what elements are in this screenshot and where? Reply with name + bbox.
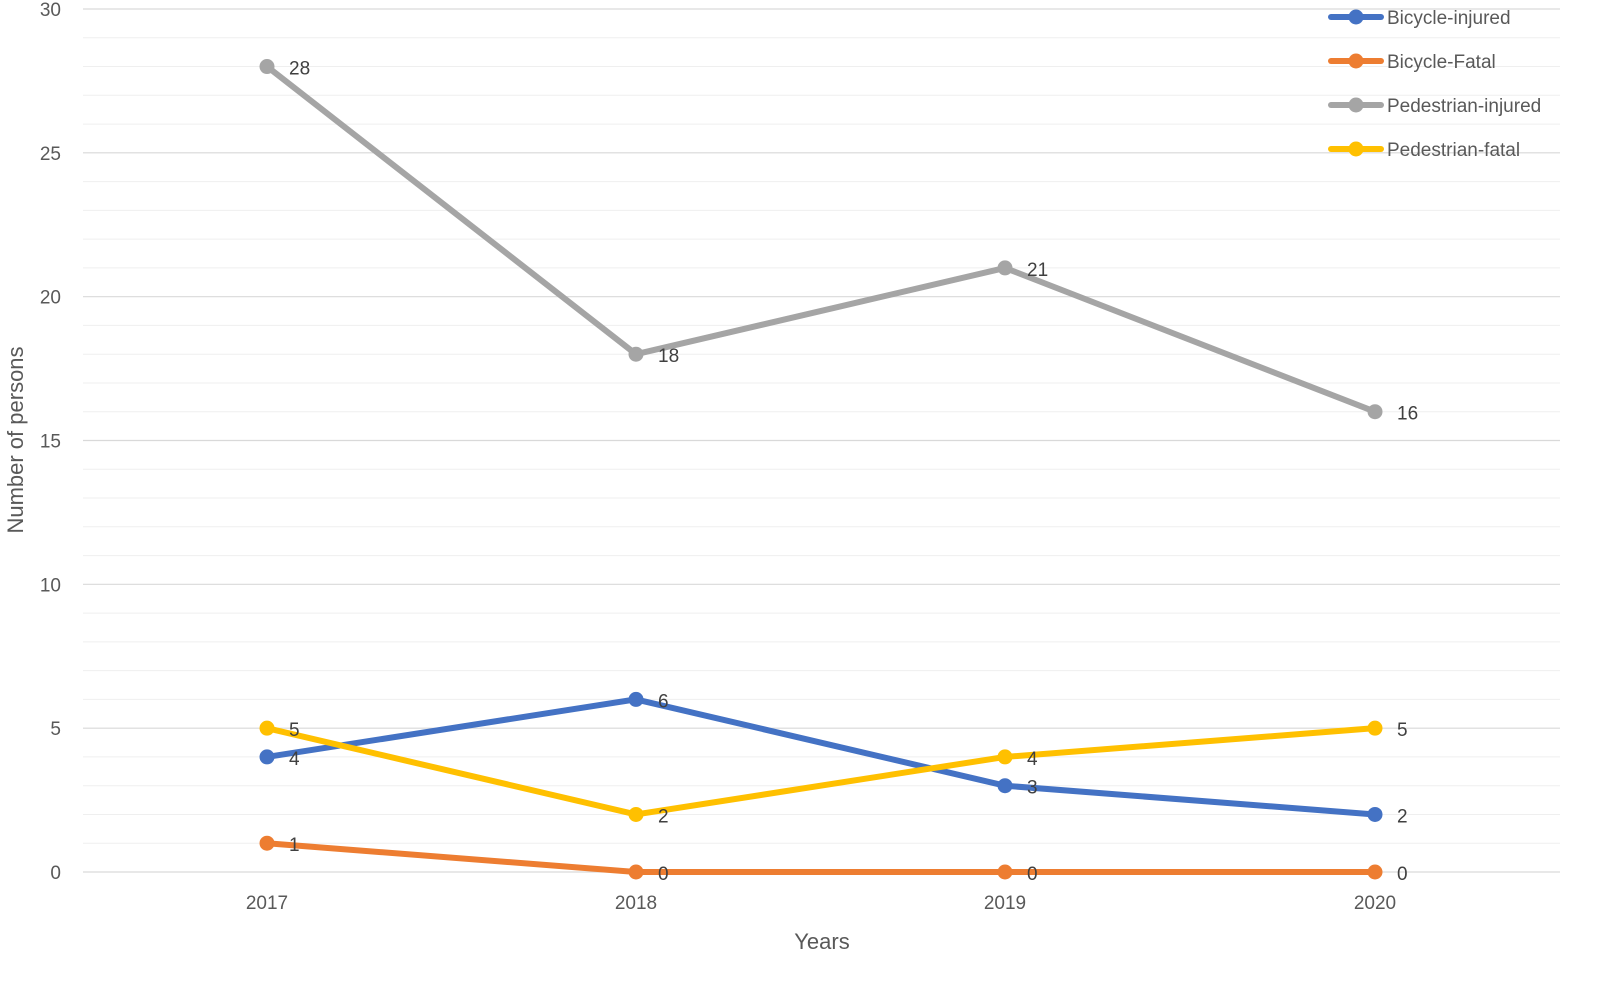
data-point-bicycle-injured <box>1367 806 1383 822</box>
data-label-bicycle-injured: 4 <box>289 749 300 770</box>
data-point-bicycle-fatal <box>259 835 275 851</box>
data-point-pedestrian-injured <box>1367 404 1383 420</box>
x-axis-title: Years <box>794 929 849 954</box>
y-tick-label: 5 <box>50 719 61 740</box>
legend-item-pedestrian-injured: Pedestrian-injured <box>1328 96 1541 117</box>
data-label-pedestrian-fatal: 5 <box>1397 720 1408 741</box>
data-label-bicycle-injured: 2 <box>1397 806 1408 827</box>
data-label-pedestrian-fatal: 2 <box>658 806 669 827</box>
data-point-pedestrian-fatal <box>1367 720 1383 736</box>
legend-label: Pedestrian-injured <box>1387 96 1541 117</box>
data-label-pedestrian-injured: 21 <box>1027 260 1048 281</box>
data-label-pedestrian-injured: 16 <box>1397 404 1418 425</box>
data-point-bicycle-fatal <box>997 864 1013 880</box>
series-line-bicycle-fatal <box>264 840 1378 875</box>
legend-swatch-marker <box>1348 97 1364 113</box>
data-label-bicycle-injured: 6 <box>658 691 669 712</box>
y-axis-title: Number of persons <box>3 346 28 533</box>
data-label-pedestrian-fatal: 4 <box>1027 749 1038 770</box>
legend-swatch-marker <box>1348 53 1364 69</box>
data-point-bicycle-fatal <box>1367 864 1383 880</box>
data-point-pedestrian-fatal <box>259 720 275 736</box>
data-point-bicycle-injured <box>628 691 644 707</box>
y-tick-label: 30 <box>40 0 61 21</box>
x-tick-label: 2019 <box>984 893 1026 914</box>
y-tick-label: 25 <box>40 144 61 165</box>
legend: Bicycle-injured Bicycle-Fatal Pedestrian-i… <box>1328 8 1541 161</box>
y-tick-label: 10 <box>40 575 61 596</box>
legend-item-pedestrian-fatal: Pedestrian-fatal <box>1328 140 1520 161</box>
series-lines <box>259 59 1383 880</box>
y-axis-tick-labels: 0 5 10 15 20 25 30 <box>40 0 61 884</box>
legend-swatch-marker <box>1348 9 1364 25</box>
y-tick-label: 20 <box>40 288 61 309</box>
data-point-pedestrian-injured <box>997 260 1013 276</box>
legend-swatch-marker <box>1348 141 1364 157</box>
legend-label: Bicycle-Fatal <box>1387 52 1496 73</box>
data-point-bicycle-injured <box>997 778 1013 794</box>
data-point-pedestrian-fatal <box>628 806 644 822</box>
data-label-pedestrian-injured: 18 <box>658 346 679 367</box>
y-tick-label: 15 <box>40 432 61 453</box>
x-axis-tick-labels: 2017 2018 2019 2020 <box>246 893 1396 914</box>
series-line-bicycle-injured <box>264 696 1378 818</box>
series-line-pedestrian-fatal <box>264 725 1378 818</box>
x-tick-label: 2018 <box>615 893 657 914</box>
series-line-pedestrian-injured <box>264 63 1378 415</box>
legend-item-bicycle-fatal: Bicycle-Fatal <box>1328 52 1496 73</box>
data-label-bicycle-fatal: 0 <box>1397 864 1408 885</box>
data-label-pedestrian-fatal: 5 <box>289 720 300 741</box>
data-point-pedestrian-fatal <box>997 749 1013 765</box>
data-label-bicycle-fatal: 0 <box>658 864 669 885</box>
legend-item-bicycle-injured: Bicycle-injured <box>1328 8 1511 29</box>
legend-label: Pedestrian-fatal <box>1387 140 1520 161</box>
data-label-pedestrian-injured: 28 <box>289 59 310 80</box>
data-label-bicycle-fatal: 1 <box>289 835 300 856</box>
x-tick-label: 2017 <box>246 893 288 914</box>
data-point-bicycle-fatal <box>628 864 644 880</box>
data-point-pedestrian-injured <box>628 346 644 362</box>
legend-label: Bicycle-injured <box>1387 8 1511 29</box>
data-point-bicycle-injured <box>259 749 275 765</box>
data-label-bicycle-injured: 3 <box>1027 778 1038 799</box>
data-point-pedestrian-injured <box>259 59 275 75</box>
x-tick-label: 2020 <box>1354 893 1396 914</box>
gridlines <box>83 8 1560 873</box>
y-tick-label: 0 <box>50 863 61 884</box>
data-label-bicycle-fatal: 0 <box>1027 864 1038 885</box>
